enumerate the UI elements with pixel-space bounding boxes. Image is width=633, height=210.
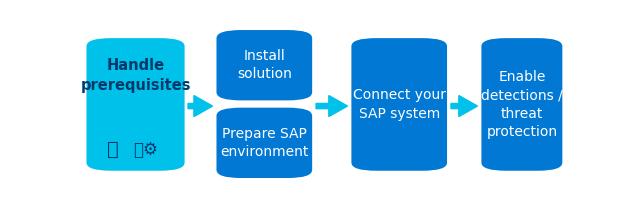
FancyArrow shape [451, 96, 477, 117]
FancyBboxPatch shape [216, 30, 312, 100]
Text: Prepare SAP
environment: Prepare SAP environment [220, 127, 308, 159]
Text: ⛨: ⛨ [106, 140, 118, 159]
FancyArrow shape [188, 96, 213, 117]
FancyBboxPatch shape [481, 38, 562, 171]
Text: Connect your
SAP system: Connect your SAP system [353, 88, 446, 121]
FancyBboxPatch shape [351, 38, 447, 171]
Text: Enable
detections /
threat
protection: Enable detections / threat protection [481, 70, 563, 139]
Text: Install
solution: Install solution [237, 49, 292, 81]
FancyArrow shape [316, 96, 348, 117]
Text: Handle
prerequisites: Handle prerequisites [80, 58, 191, 93]
FancyBboxPatch shape [87, 38, 185, 171]
Text: 🗄⚙: 🗄⚙ [133, 141, 158, 159]
FancyBboxPatch shape [216, 108, 312, 178]
